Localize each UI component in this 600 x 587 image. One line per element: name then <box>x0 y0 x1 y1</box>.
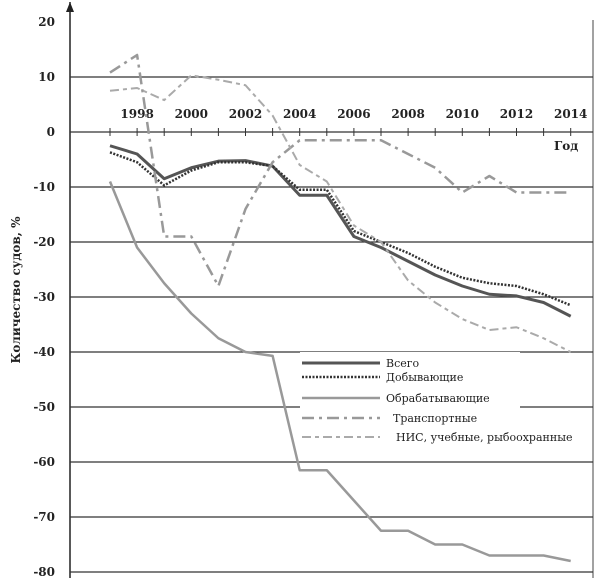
series-line-2 <box>108 181 571 563</box>
y-tick-label: -10 <box>33 180 55 194</box>
y-tick-labels: 20 10 0 -10 -20 -30 -40 -50 -60 -70 -80 <box>33 15 55 579</box>
y-tick-label: -60 <box>33 455 55 469</box>
grid <box>66 2 594 578</box>
legend-label: НИС, учебные, рыбоохранные <box>396 431 572 444</box>
y-tick-label: -30 <box>33 290 55 304</box>
x-tick-label: 2012 <box>500 107 533 121</box>
x-axis-label: Год <box>554 139 578 153</box>
x-tick-label: 2010 <box>446 107 479 121</box>
x-tick-label: 2004 <box>283 107 316 121</box>
series-line-4 <box>109 74 572 353</box>
y-tick-label: 20 <box>38 15 55 29</box>
y-tick-label: -80 <box>33 565 55 579</box>
legend-label: Транспортные <box>393 412 477 425</box>
legend-label: Добывающие <box>386 371 463 384</box>
y-tick-label: 10 <box>38 70 55 84</box>
x-tick-label: 2014 <box>554 107 587 121</box>
legend-label: Всего <box>386 357 420 370</box>
x-tick-label: 2006 <box>337 107 370 121</box>
series-line-1 <box>109 151 572 307</box>
y-tick-label: -20 <box>33 235 55 249</box>
x-tick-label: 1998 <box>120 107 153 121</box>
x-tick-label: 2002 <box>229 107 262 121</box>
y-axis-label: Количество судов, % <box>9 216 23 364</box>
x-tick-label: 2008 <box>391 107 424 121</box>
y-tick-label: -40 <box>33 345 55 359</box>
legend-label: Обрабатывающие <box>386 392 490 405</box>
series-line-0 <box>109 144 572 318</box>
series-line-3 <box>109 53 571 288</box>
x-tick-labels: 1998 2000 2002 2004 2006 2008 2010 2012 2014 <box>120 107 587 121</box>
y-tick-label: -50 <box>33 400 55 414</box>
series-lines <box>108 53 572 563</box>
x-tick-label: 2000 <box>175 107 208 121</box>
y-tick-label: -70 <box>33 510 55 524</box>
y-axis-arrow <box>66 2 74 12</box>
y-tick-label: 0 <box>47 125 55 139</box>
